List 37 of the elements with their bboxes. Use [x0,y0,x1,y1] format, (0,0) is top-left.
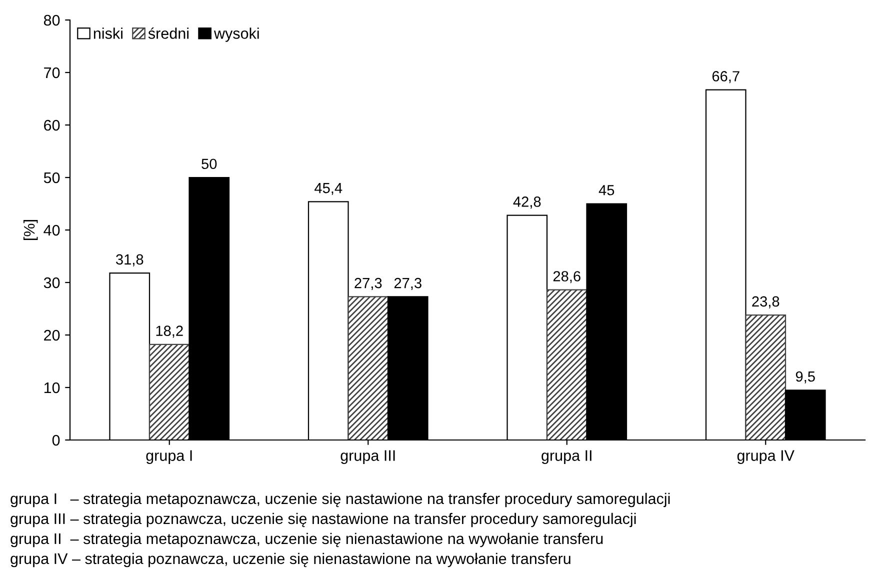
data-label: 50 [202,158,217,170]
legend-label: średni [148,27,189,39]
x-tick-label: grupa I [146,450,192,464]
y-tick-label: 40 [44,224,60,236]
data-label: 27,3 [394,278,422,290]
data-label: 66,7 [712,71,740,84]
legend-label: niski [94,28,122,39]
data-label: 31,8 [116,254,144,266]
data-label: 18,2 [156,326,183,338]
data-label: 45,4 [314,183,342,195]
y-tick-label: 10 [44,382,60,394]
text: grupa I – strategia metapoznawcza, uczenie się nastawione na transfer procedury samoregulacji [10,492,670,508]
x-tick-label: grupa IV [737,450,794,464]
data-label: 27,3 [354,278,382,290]
y-tick-label: 50 [44,172,60,184]
x-tick-label: grupa II [542,450,592,464]
y-tick-label: 20 [44,330,60,341]
legend-label: wysoki [214,28,259,42]
data-label: 45 [598,185,614,196]
data-label: 23,8 [752,296,780,308]
data-label: 42,8 [513,196,541,209]
x-tick-label: grupa III [340,450,395,464]
text: grupa III – strategia poznawcza, uczenie się nastawione na transfer procedury samoregulacji [10,512,636,528]
y-tick-label: 0 [52,434,60,446]
data-label: 9,5 [796,371,815,384]
y-tick-label: 80 [44,14,60,26]
text: grupa IV – strategia poznawcza, uczenie się nienastawione na wywołanie transferu [10,552,570,568]
bar [348,296,389,440]
data-label: 28,6 [553,271,580,284]
y-tick-label: 30 [44,277,60,288]
y-tick-label: 70 [44,67,60,78]
y-axis-title: [%] [23,220,38,240]
text: grupa II – strategia metapoznawcza, uczenie się nienastawione na wywołanie transferu [10,532,603,548]
y-tick-label: 60 [44,120,60,131]
bar [148,344,190,440]
bar [745,314,786,440]
bar [546,289,588,440]
